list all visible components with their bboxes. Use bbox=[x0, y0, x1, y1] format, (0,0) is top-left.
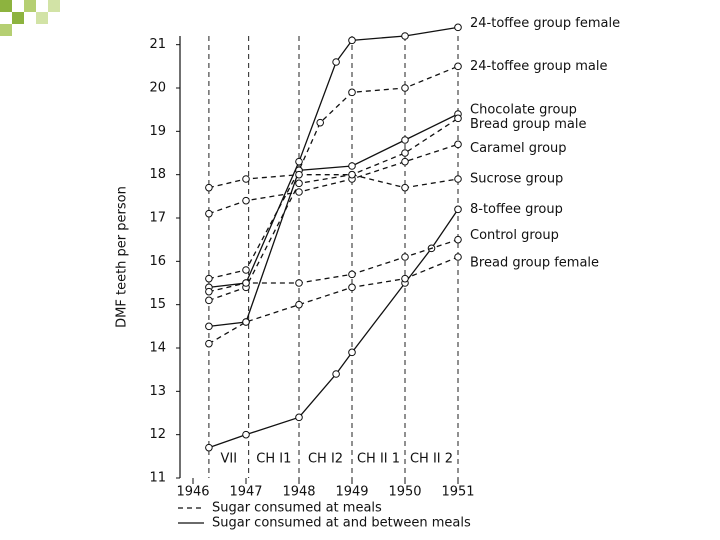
data-point bbox=[401, 253, 409, 261]
data-point bbox=[205, 296, 213, 305]
series-line bbox=[208, 65, 459, 280]
x-tick-label: 1947 bbox=[229, 485, 262, 500]
data-point bbox=[242, 318, 250, 326]
y-tick-label: 13 bbox=[149, 384, 166, 399]
data-point bbox=[295, 170, 303, 179]
series-label: Bread group male bbox=[470, 117, 586, 132]
y-tick-label: 16 bbox=[149, 254, 166, 269]
y-tick-label: 21 bbox=[149, 37, 166, 52]
series-line bbox=[208, 143, 459, 215]
data-point bbox=[295, 279, 303, 287]
data-point bbox=[454, 23, 462, 32]
period-label: CH II 2 bbox=[410, 452, 453, 467]
series-label: Control group bbox=[470, 228, 559, 243]
data-point bbox=[454, 235, 462, 244]
data-point bbox=[242, 279, 250, 287]
data-point bbox=[348, 170, 356, 179]
y-tick-label: 12 bbox=[149, 427, 166, 442]
series-line bbox=[208, 239, 459, 293]
data-point bbox=[242, 266, 250, 274]
data-point bbox=[401, 32, 409, 40]
y-axis-label: DMF teeth per person bbox=[115, 186, 130, 328]
data-point bbox=[205, 322, 213, 331]
data-point bbox=[205, 287, 213, 296]
data-point bbox=[295, 179, 303, 188]
data-point bbox=[332, 58, 340, 66]
data-point bbox=[332, 370, 340, 378]
period-label: CH II 1 bbox=[357, 452, 400, 467]
series-line bbox=[208, 117, 459, 301]
series-label: 8-toffee group bbox=[470, 202, 563, 217]
data-point bbox=[348, 283, 356, 292]
x-tick-label: 1946 bbox=[176, 485, 209, 500]
data-point bbox=[401, 84, 409, 92]
series-label: Sucrose group bbox=[470, 172, 563, 187]
data-point bbox=[454, 253, 462, 261]
data-point bbox=[454, 62, 462, 71]
y-tick-label: 11 bbox=[149, 471, 166, 486]
series-label: Caramel group bbox=[470, 141, 567, 156]
data-point bbox=[205, 443, 213, 452]
data-point bbox=[205, 209, 213, 218]
data-point bbox=[295, 157, 303, 166]
data-point bbox=[401, 157, 409, 166]
data-point bbox=[295, 413, 303, 422]
data-point bbox=[401, 136, 409, 144]
series-line bbox=[208, 208, 459, 449]
y-tick-label: 17 bbox=[149, 211, 166, 226]
data-point bbox=[242, 430, 250, 439]
y-tick-label: 18 bbox=[149, 167, 166, 182]
series-label: Chocolate group bbox=[470, 103, 577, 118]
y-tick-label: 15 bbox=[149, 297, 166, 312]
x-tick-label: 1950 bbox=[388, 485, 421, 500]
data-point bbox=[348, 162, 356, 170]
data-point bbox=[348, 348, 356, 357]
series-line bbox=[208, 26, 459, 288]
y-tick-label: 19 bbox=[149, 124, 166, 139]
data-point bbox=[242, 175, 250, 183]
x-tick-label: 1948 bbox=[282, 485, 315, 500]
series-label: 24-toffee group female bbox=[470, 16, 620, 31]
x-tick-label: 1951 bbox=[441, 485, 474, 500]
data-point bbox=[205, 339, 213, 348]
series-label: Bread group female bbox=[470, 256, 599, 271]
data-point bbox=[205, 274, 213, 283]
period-label: VII bbox=[220, 452, 237, 467]
data-point bbox=[348, 88, 356, 97]
period-label: CH I1 bbox=[256, 452, 291, 467]
slide-decoration bbox=[0, 0, 60, 36]
data-point bbox=[348, 270, 356, 279]
data-point bbox=[242, 196, 250, 205]
data-point bbox=[205, 183, 213, 192]
series-label: 24-toffee group male bbox=[470, 59, 608, 74]
data-point bbox=[295, 188, 303, 196]
x-tick-label: 1949 bbox=[335, 485, 368, 500]
data-point bbox=[401, 183, 409, 192]
data-point bbox=[454, 140, 462, 149]
series-line bbox=[208, 113, 459, 327]
data-point bbox=[348, 36, 356, 45]
data-point bbox=[454, 175, 462, 183]
data-point bbox=[454, 205, 462, 214]
legend-label: Sugar consumed at meals bbox=[212, 501, 382, 516]
data-point bbox=[401, 149, 409, 157]
legend-label: Sugar consumed at and between meals bbox=[212, 516, 471, 531]
y-tick-label: 20 bbox=[149, 81, 166, 96]
data-point bbox=[316, 118, 325, 127]
period-label: CH I2 bbox=[308, 452, 343, 467]
y-tick-label: 14 bbox=[149, 341, 166, 356]
data-point bbox=[401, 274, 409, 283]
series-line bbox=[208, 174, 459, 189]
data-point bbox=[454, 114, 462, 123]
series-line bbox=[208, 256, 459, 345]
data-point bbox=[295, 300, 303, 309]
